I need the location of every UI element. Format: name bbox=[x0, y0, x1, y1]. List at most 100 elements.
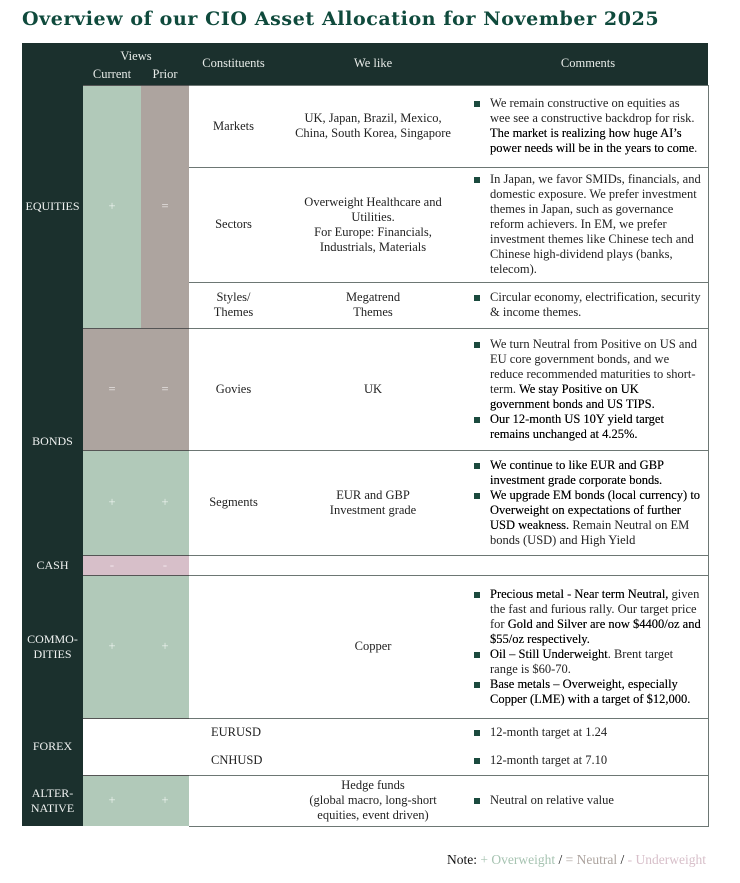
view-current: + bbox=[83, 574, 141, 718]
comment-bullet: Precious metal - Near term Neutral, give… bbox=[468, 587, 702, 647]
comment-list: Precious metal - Near term Neutral, give… bbox=[468, 587, 702, 707]
table-row: FOREX EURUSD 12-month target at 1.24 bbox=[22, 717, 709, 775]
view-prior: - bbox=[141, 554, 190, 575]
header-views: Views bbox=[83, 43, 190, 64]
comment-text: Circular economy, electrification, secur… bbox=[490, 290, 701, 319]
comment-list: 12-month target at 1.24 bbox=[468, 725, 702, 740]
we-like bbox=[278, 746, 469, 775]
header-constituents: Constituents bbox=[189, 43, 279, 85]
comments: Circular economy, electrification, secur… bbox=[468, 281, 709, 328]
view-prior bbox=[141, 717, 190, 775]
note-neutral: = Neutral bbox=[565, 852, 618, 867]
comment-bullet: We continue to like EUR and GBP investme… bbox=[468, 458, 702, 488]
note-label: Note: bbox=[447, 852, 478, 867]
header-prior: Prior bbox=[141, 64, 190, 85]
table-row: BONDS = = Govies UK We turn Neutral from Posi… bbox=[22, 327, 709, 555]
table-row: CNHUSD 12-month target at 7.10 bbox=[22, 746, 709, 775]
header-comments: Comments bbox=[468, 43, 709, 85]
comment-text: . Brent target range is $60-70. bbox=[490, 646, 674, 676]
constituent bbox=[189, 774, 279, 827]
we-like: Copper bbox=[278, 574, 469, 718]
table-row: + + Segments EUR and GBP Investment grade We… bbox=[22, 449, 709, 555]
comment-text: Our 12-month US 10Y yield target remains… bbox=[490, 411, 664, 441]
comments: We turn Neutral from Positive on US and … bbox=[468, 327, 709, 450]
comment-text: We continue to like EUR and GBP investme… bbox=[490, 457, 664, 487]
asset-class-label: COMMO- DITIES bbox=[22, 575, 83, 718]
constituent: Segments bbox=[189, 449, 279, 555]
comment-bullet: We remain constructive on equities as we… bbox=[468, 96, 702, 156]
view-prior: = bbox=[141, 84, 190, 328]
comment-text: The market is realizing how huge AI’s po… bbox=[490, 126, 695, 155]
view-prior: + bbox=[141, 449, 190, 555]
comment-list: Circular economy, electrification, secur… bbox=[468, 290, 702, 320]
comment-text: . bbox=[694, 141, 698, 155]
asset-class-label: FOREX bbox=[22, 718, 83, 775]
constituent: Sectors bbox=[189, 166, 279, 282]
comments: Neutral on relative value bbox=[468, 774, 709, 827]
comment-text: given the fast and furious rally. Our ta… bbox=[490, 586, 700, 631]
comment-text: Oil – Still Underweight bbox=[490, 646, 608, 661]
table-row: CASH - - bbox=[22, 554, 709, 575]
comment-list: In Japan, we favor SMIDs, financials, an… bbox=[468, 172, 702, 277]
comment-bullet: Oil – Still Underweight. Brent target ra… bbox=[468, 647, 702, 677]
we-like bbox=[278, 554, 469, 575]
comment-bullet: We turn Neutral from Positive on US and … bbox=[468, 337, 702, 412]
comment-text: We stay Positive on UK government bonds … bbox=[490, 381, 655, 411]
comment-bullet: Circular economy, electrification, secur… bbox=[468, 290, 702, 320]
view-current: = bbox=[83, 327, 141, 450]
asset-class-label: EQUITIES bbox=[22, 85, 83, 328]
comment-text: Neutral on relative value bbox=[490, 793, 614, 807]
comment-bullet: 12-month target at 1.24 bbox=[468, 725, 702, 740]
view-prior: = bbox=[141, 327, 190, 450]
we-like bbox=[278, 717, 469, 746]
note-sep: / bbox=[555, 852, 566, 867]
comment-text: Remain Neutral on EM bonds (USD) and Hig… bbox=[490, 517, 690, 547]
note-overweight: + Overweight bbox=[480, 852, 556, 867]
comments: We continue to like EUR and GBP investme… bbox=[468, 449, 709, 555]
comment-bullet: Base metals – Overweight, especially Cop… bbox=[468, 677, 702, 707]
table-row: COMMO- DITIES + + Copper Precious metal - Ne… bbox=[22, 574, 709, 718]
page-title: Overview of our CIO Asset Allocation for… bbox=[22, 8, 660, 30]
table-row: EQUITIES + = Markets UK, Japan, Brazil, Mexi… bbox=[22, 84, 709, 328]
comment-text: Gold and Silver are now $4400/oz and $55… bbox=[490, 616, 701, 646]
comment-text: 12-month target at 7.10 bbox=[490, 752, 608, 767]
view-current: + bbox=[83, 449, 141, 555]
comment-list: 12-month target at 7.10 bbox=[468, 753, 702, 768]
comment-bullet: Neutral on relative value bbox=[468, 793, 702, 808]
view-prior: + bbox=[141, 774, 190, 826]
we-like: Overweight Healthcare and Utilities. For… bbox=[278, 166, 469, 282]
comments: 12-month target at 1.24 bbox=[468, 717, 709, 746]
we-like: Megatrend Themes bbox=[278, 281, 469, 328]
we-like: UK, Japan, Brazil, Mexico, China, South … bbox=[278, 84, 469, 167]
view-current: + bbox=[83, 84, 141, 328]
comment-text: In Japan, we favor SMIDs, financials, an… bbox=[490, 172, 701, 276]
asset-class-label: BONDS bbox=[22, 328, 83, 555]
comment-text: We turn Neutral from Positive on US and … bbox=[490, 336, 697, 396]
comment-bullet: We upgrade EM bonds (local currency) to … bbox=[468, 488, 702, 548]
comment-bullet: 12-month target at 7.10 bbox=[468, 753, 702, 768]
constituent: EURUSD bbox=[189, 717, 279, 746]
note-underweight: - Underweight bbox=[627, 852, 706, 867]
table-row: Styles/ Themes Megatrend Themes Circular e… bbox=[22, 281, 709, 328]
note-sep: / bbox=[617, 852, 628, 867]
comments: In Japan, we favor SMIDs, financials, an… bbox=[468, 166, 709, 282]
constituent: Govies bbox=[189, 327, 279, 450]
view-prior: + bbox=[141, 574, 190, 718]
constituent bbox=[189, 574, 279, 718]
comment-list: We continue to like EUR and GBP investme… bbox=[468, 458, 702, 548]
we-like: Hedge funds (global macro, long-short eq… bbox=[278, 774, 469, 827]
comment-text: 12-month target at 1.24 bbox=[490, 724, 608, 739]
asset-class-label: CASH bbox=[22, 555, 83, 575]
view-current: + bbox=[83, 774, 141, 826]
comment-text: We upgrade EM bonds (local currency) to … bbox=[490, 487, 701, 532]
table-row: Sectors Overweight Healthcare and Utiliti… bbox=[22, 166, 709, 282]
comments: Precious metal - Near term Neutral, give… bbox=[468, 574, 709, 718]
comment-bullet: In Japan, we favor SMIDs, financials, an… bbox=[468, 172, 702, 277]
asset-class-label: ALTER- NATIVE bbox=[22, 775, 83, 826]
view-current bbox=[83, 717, 141, 775]
header-current: Current bbox=[83, 64, 141, 85]
constituent: CNHUSD bbox=[189, 746, 279, 775]
view-current: - bbox=[83, 554, 141, 575]
comments: 12-month target at 7.10 bbox=[468, 746, 709, 775]
constituent: Markets bbox=[189, 84, 279, 167]
